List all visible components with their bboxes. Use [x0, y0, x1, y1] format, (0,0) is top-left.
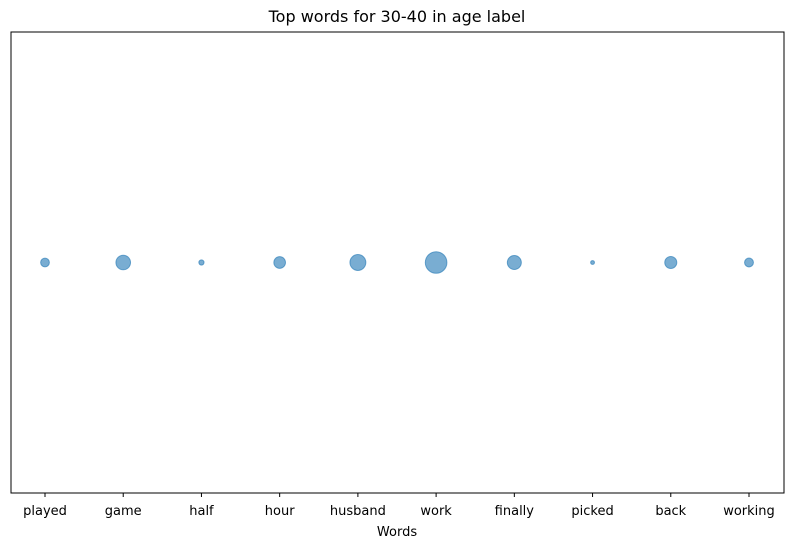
scatter-markers — [40, 251, 754, 274]
x-tick-label-game: game — [105, 504, 142, 519]
x-tick-label-played: played — [23, 504, 67, 519]
marker-game — [115, 254, 132, 271]
x-axis-ticks — [44, 493, 750, 497]
x-tick-label-back: back — [655, 504, 686, 519]
x-tick-label-work: work — [420, 504, 452, 519]
marker-work — [424, 251, 448, 274]
marker-working — [744, 257, 754, 268]
x-axis-label: Words — [377, 525, 417, 540]
marker-played — [40, 257, 50, 268]
x-tick-label-working: working — [723, 504, 775, 519]
chart-title: Top words for 30-40 in age label — [268, 7, 526, 26]
x-tick-label-husband: husband — [330, 504, 386, 519]
x-axis-tick-labels: played game half hour husband work finally pick… — [23, 504, 775, 519]
plot-area-frame — [10, 31, 785, 494]
x-tick-label-hour: hour — [265, 504, 295, 519]
x-tick-label-finally: finally — [495, 504, 535, 519]
marker-husband — [349, 254, 367, 271]
marker-half — [198, 259, 205, 266]
marker-finally — [506, 254, 522, 271]
x-tick-label-picked: picked — [571, 504, 613, 519]
marker-picked — [590, 260, 595, 265]
x-tick-label-half: half — [189, 504, 214, 519]
marker-hour — [273, 256, 286, 269]
marker-back — [664, 255, 678, 270]
